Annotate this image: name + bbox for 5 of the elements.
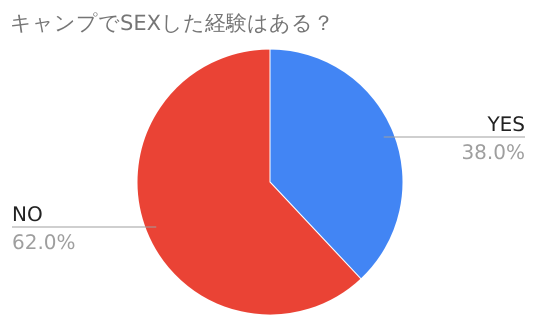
chart-title: キャンプでSEXした経験はある？ xyxy=(10,11,334,35)
slice-label: YES xyxy=(486,112,525,136)
slice-label: NO xyxy=(12,202,43,226)
data-label: 38.0% xyxy=(461,140,525,164)
data-label: 62.0% xyxy=(12,230,76,254)
